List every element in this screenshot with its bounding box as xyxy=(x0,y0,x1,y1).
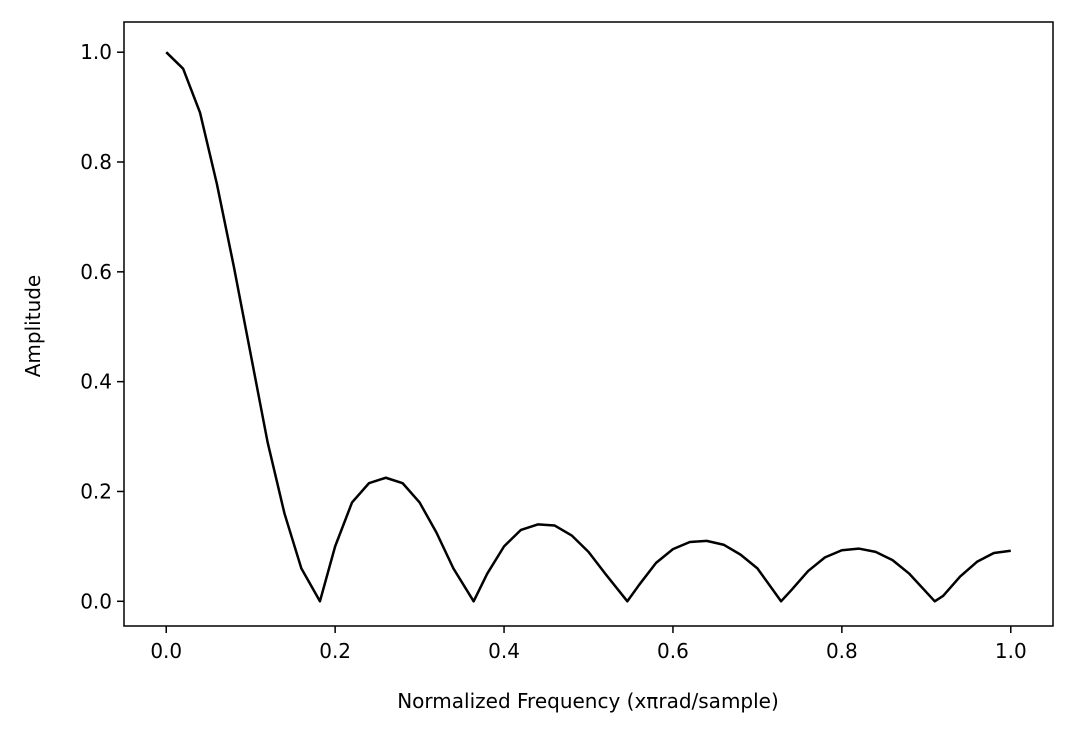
y-tick-label: 1.0 xyxy=(80,40,112,64)
x-tick-label: 1.0 xyxy=(995,639,1027,663)
plot-area xyxy=(123,21,1054,627)
y-tick-label: 0.4 xyxy=(80,370,112,394)
series-line xyxy=(165,51,1011,603)
x-tick-label: 0.2 xyxy=(319,639,351,663)
x-tick-label: 0.8 xyxy=(826,639,858,663)
y-tick-label: 0.0 xyxy=(80,589,112,613)
y-tick-label: 0.2 xyxy=(80,479,112,503)
x-tick-label: 0.0 xyxy=(150,639,182,663)
x-tick-label: 0.4 xyxy=(488,639,520,663)
x-axis-title: Normalized Frequency (xπrad/sample) xyxy=(397,689,779,713)
x-tick-label: 0.6 xyxy=(657,639,689,663)
y-tick-label: 0.8 xyxy=(80,150,112,174)
y-axis-title: Amplitude xyxy=(21,275,45,378)
y-tick-label: 0.6 xyxy=(80,260,112,284)
y-axis: 0.0 0.2 0.4 0.6 0.8 1.0 xyxy=(80,40,124,613)
x-axis: 0.0 0.2 0.4 0.6 0.8 1.0 xyxy=(150,626,1027,663)
